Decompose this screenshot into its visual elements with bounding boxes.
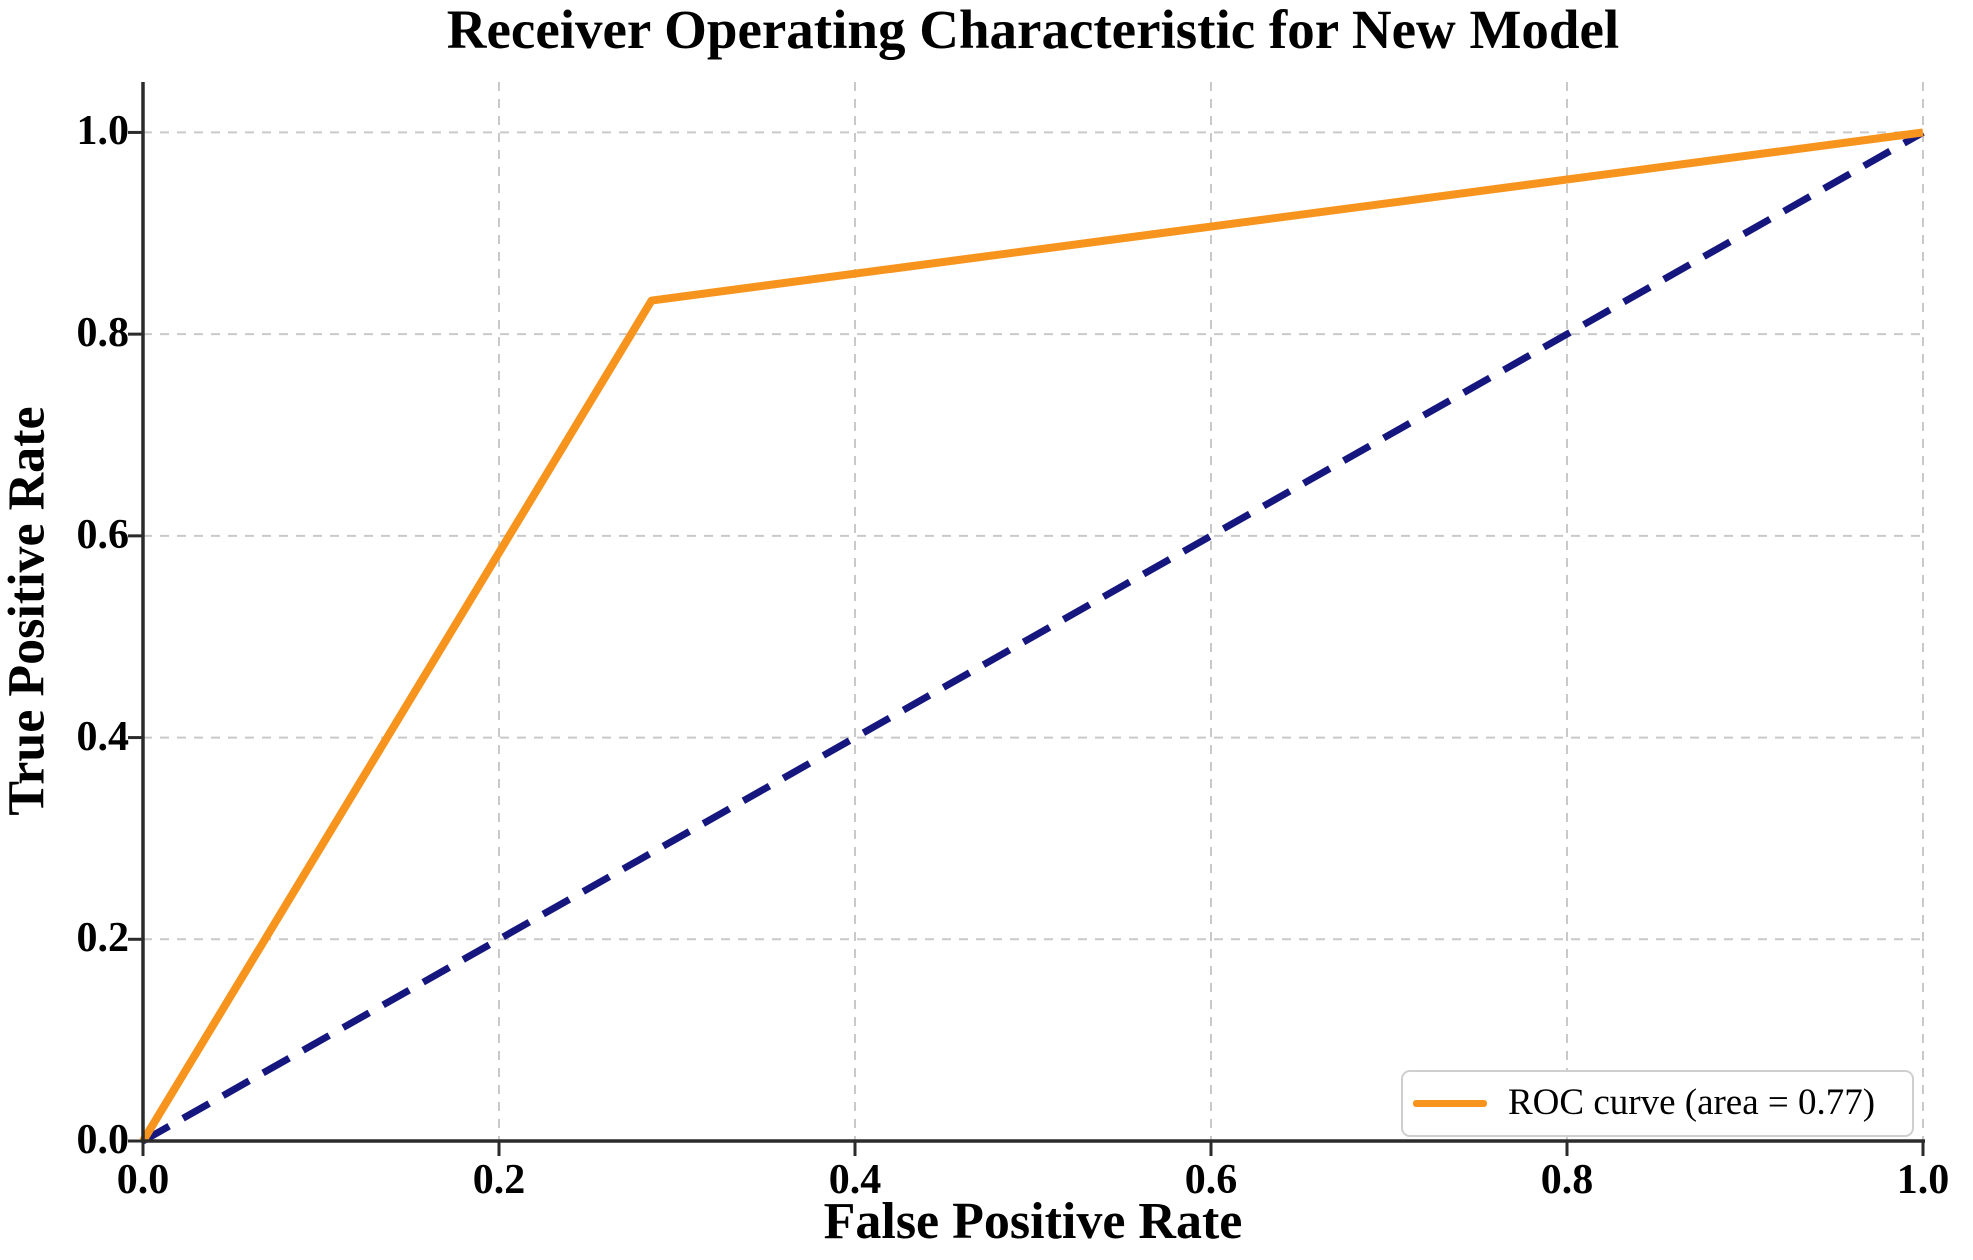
roc-curve-legend-label: ROC curve (area = 0.77) — [1508, 1081, 1876, 1123]
x-tick-label: 0.0 — [116, 1157, 170, 1203]
y-tick-label: 0.8 — [76, 310, 130, 357]
chart-title: Receiver Operating Characteristic for Ne… — [446, 0, 1620, 60]
legend: ROC curve (area = 0.77) — [1401, 1070, 1914, 1137]
y-tick-label: 0.0 — [76, 1117, 130, 1164]
y-tick-label: 0.2 — [76, 915, 130, 962]
x-tick-label: 0.4 — [828, 1157, 882, 1203]
chance-diagonal-line — [141, 129, 1925, 1145]
x-tick-label: 0.8 — [1540, 1157, 1594, 1203]
x-tick-label: 0.2 — [472, 1157, 526, 1203]
x-tick-label: 1.0 — [1896, 1157, 1950, 1203]
x-axis-label: False Positive Rate — [823, 1193, 1243, 1250]
roc-curve-legend-swatch — [1413, 1100, 1487, 1107]
y-tick-label: 1.0 — [76, 108, 130, 155]
y-tick-label: 0.4 — [76, 713, 130, 760]
y-tick-label: 0.6 — [76, 511, 130, 558]
x-tick-label: 0.6 — [1184, 1157, 1238, 1203]
roc-curve-line — [139, 128, 1924, 1144]
